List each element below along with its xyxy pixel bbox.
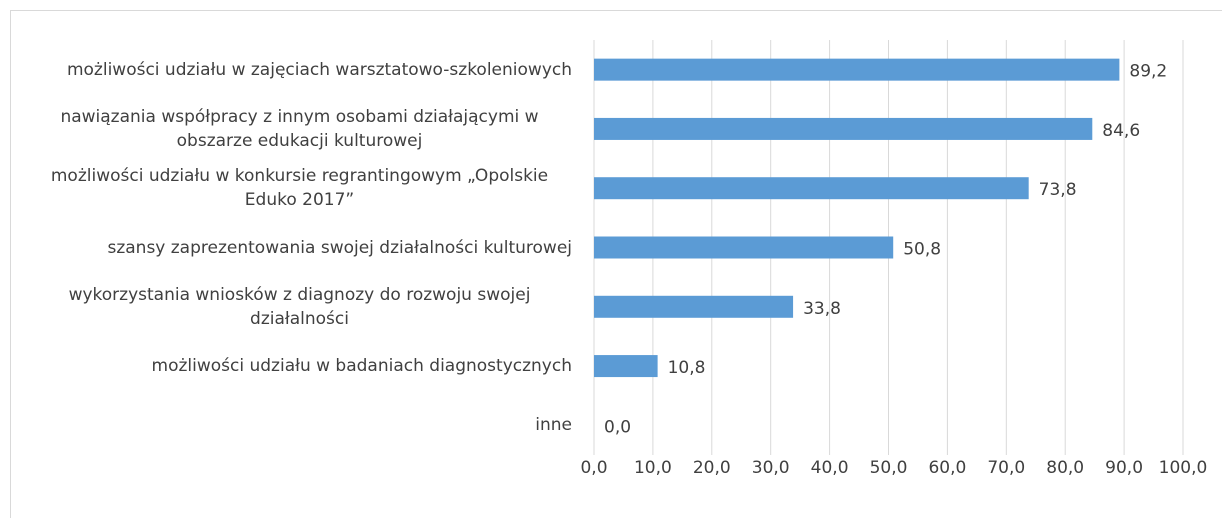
x-tick-label: 80,0 xyxy=(1046,458,1084,478)
bar xyxy=(594,177,1029,200)
y-tick-label: możliwości udziału w konkursie regrantin… xyxy=(27,158,572,218)
x-tick-label: 0,0 xyxy=(580,458,607,478)
bar xyxy=(594,117,1093,140)
x-tick-label: 50,0 xyxy=(870,458,908,478)
bar xyxy=(594,236,894,259)
category-text: możliwości udziału w badaniach diagnosty… xyxy=(151,356,572,377)
category-text: możliwości udziału w konkursie regrantin… xyxy=(50,166,549,211)
y-tick-label: możliwości udziału w zajęciach warsztato… xyxy=(27,40,572,100)
data-label: 50,8 xyxy=(903,240,941,260)
x-tick-label: 90,0 xyxy=(1105,458,1143,478)
category-text: nawiązania współpracy z innym osobami dz… xyxy=(60,106,539,151)
x-tick-label: 40,0 xyxy=(811,458,849,478)
data-label: 33,8 xyxy=(803,299,841,319)
x-tick-label: 60,0 xyxy=(928,458,966,478)
x-tick-label: 70,0 xyxy=(987,458,1025,478)
y-tick-label: wykorzystania wniosków z diagnozy do roz… xyxy=(27,277,572,337)
category-text: szansy zaprezentowania swojej działalnoś… xyxy=(107,237,572,258)
data-label: 89,2 xyxy=(1129,62,1167,82)
x-tick-label: 30,0 xyxy=(752,458,790,478)
x-tick-label: 100,0 xyxy=(1159,458,1208,478)
chart-border xyxy=(10,10,1222,518)
x-tick-label: 20,0 xyxy=(693,458,731,478)
bar xyxy=(594,355,658,378)
bar xyxy=(594,295,794,318)
y-tick-label: możliwości udziału w badaniach diagnosty… xyxy=(27,336,572,396)
data-label: 73,8 xyxy=(1039,180,1077,200)
data-label: 10,8 xyxy=(668,358,706,378)
y-tick-label: inne xyxy=(27,395,572,455)
category-text: możliwości udziału w zajęciach warsztato… xyxy=(66,59,572,80)
category-text: inne xyxy=(535,415,572,436)
y-tick-label: nawiązania współpracy z innym osobami dz… xyxy=(27,99,572,159)
x-tick-label: 10,0 xyxy=(634,458,672,478)
data-label: 0,0 xyxy=(604,417,631,437)
data-label: 84,6 xyxy=(1102,121,1140,141)
y-tick-label: szansy zaprezentowania swojej działalnoś… xyxy=(27,218,572,278)
bar xyxy=(594,58,1120,81)
category-text: wykorzystania wniosków z diagnozy do roz… xyxy=(68,284,531,329)
